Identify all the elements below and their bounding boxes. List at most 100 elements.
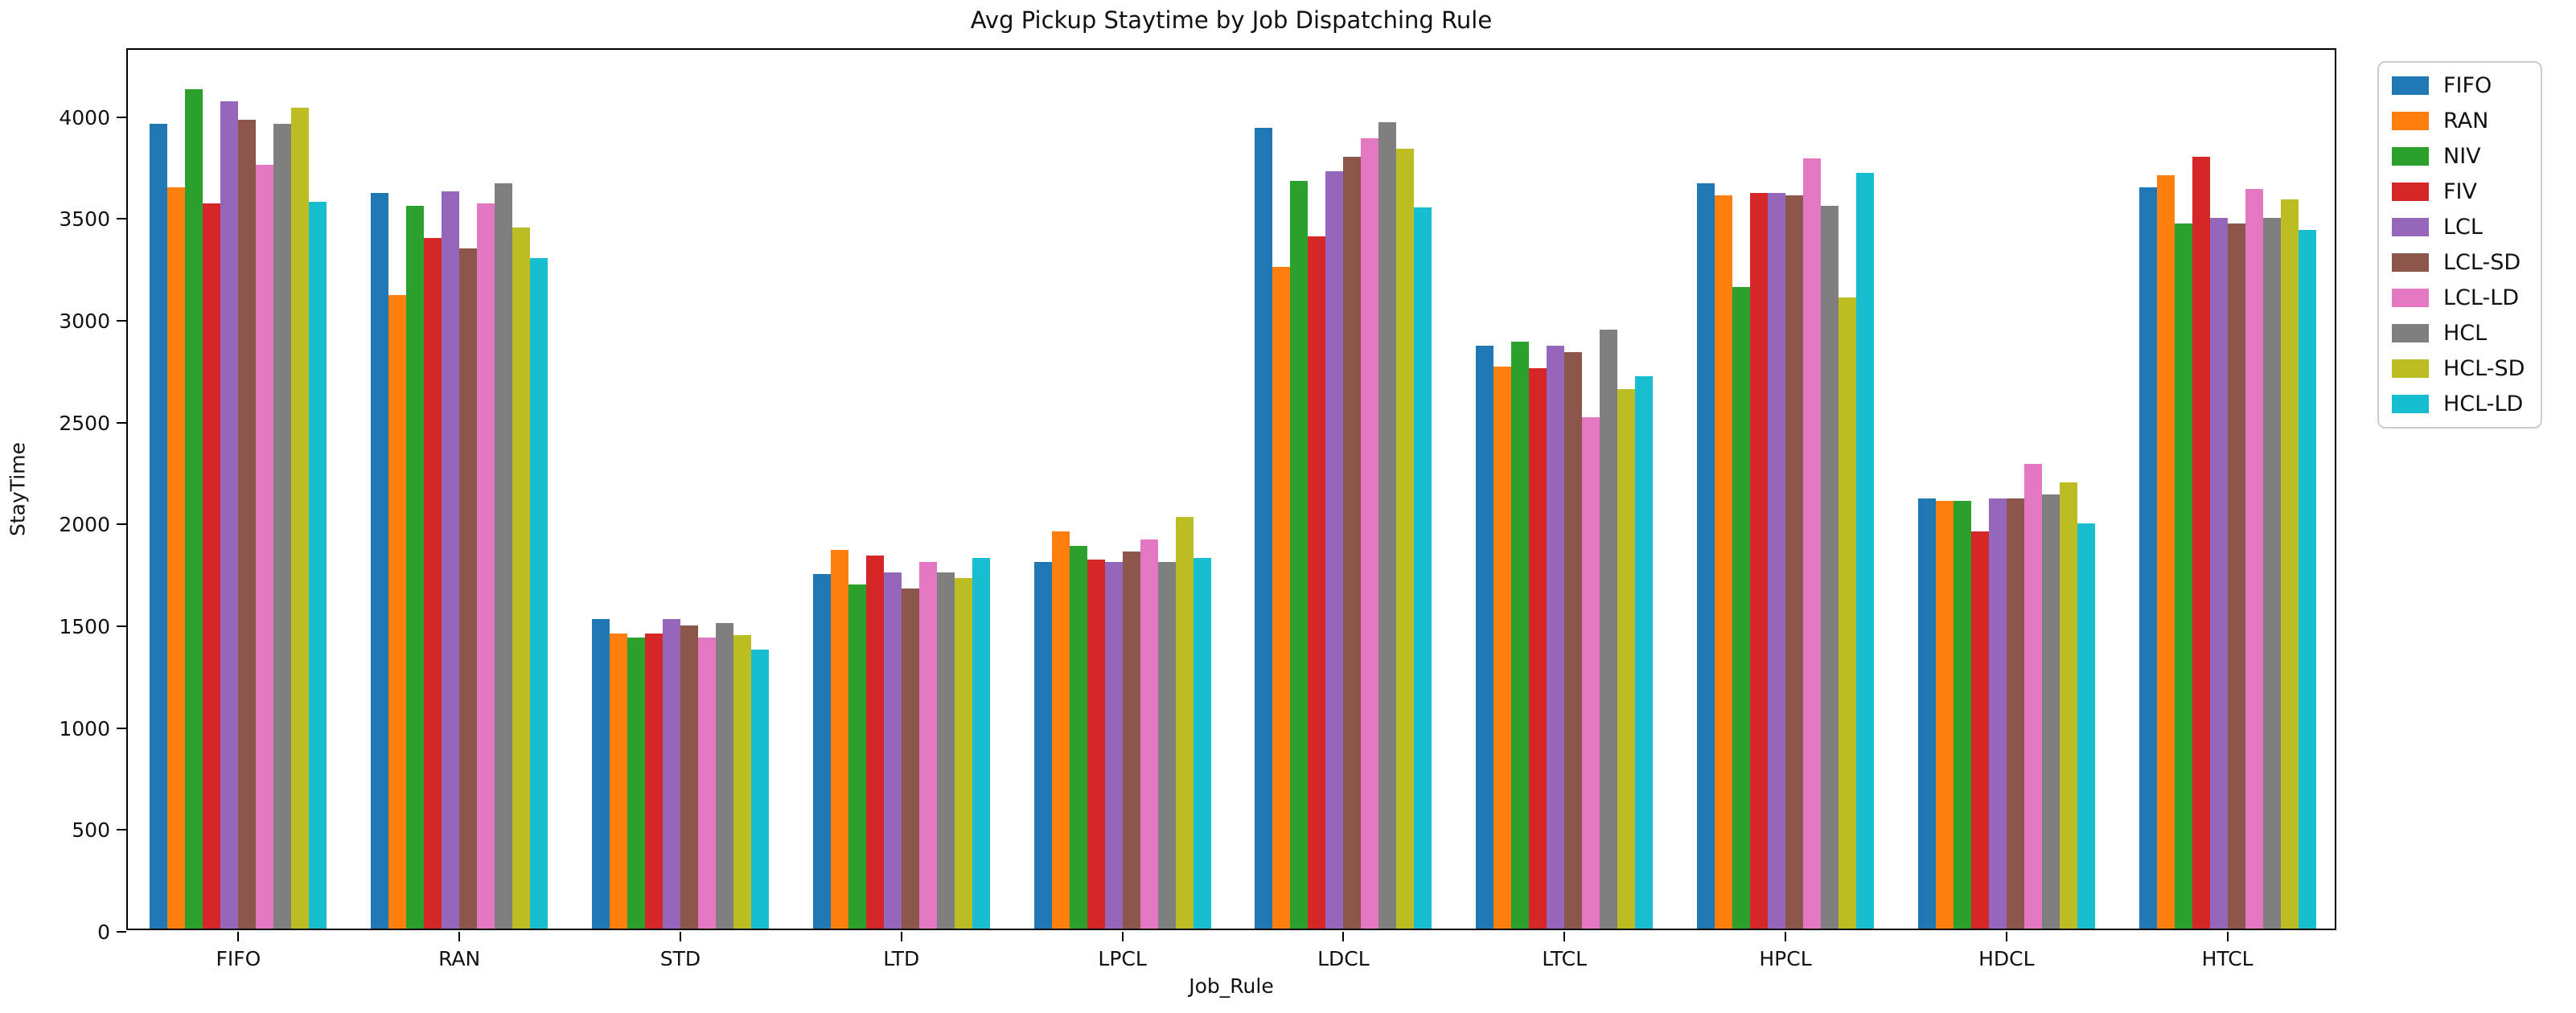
legend-swatch-icon <box>2392 76 2429 95</box>
bar-RAN-HCL-LD <box>530 258 548 929</box>
y-tick-label: 500 <box>72 818 110 843</box>
bar-STD-LCL <box>663 618 680 929</box>
bar-LDCL-FIV <box>1308 236 1326 929</box>
legend-swatch-icon <box>2392 359 2429 378</box>
bar-STD-NIV <box>627 637 646 929</box>
bar-HPCL-LCL-LD <box>1802 158 1821 929</box>
bar-LTCL-HCL-LD <box>1635 376 1654 929</box>
bar-HPCL-LCL <box>1768 193 1785 929</box>
bar-HTCL-FIV <box>2192 156 2210 929</box>
bar-HTCL-HCL <box>2262 217 2281 929</box>
legend-label: LCL-SD <box>2443 250 2521 275</box>
bar-STD-LCL-LD <box>697 637 716 929</box>
bar-HDCL-FIV <box>1970 531 1989 929</box>
legend-swatch-icon <box>2392 395 2429 413</box>
bar-LTCL-HCL <box>1600 330 1618 929</box>
bar-HDCL-HCL-LD <box>2077 523 2095 929</box>
bar-LPCL-LCL-SD <box>1122 552 1140 929</box>
bar-FIFO-HCL <box>273 124 292 929</box>
bar-HDCL-HCL-SD <box>2059 482 2077 929</box>
x-tick-mark <box>237 932 240 941</box>
bar-HDCL-RAN <box>1935 500 1954 929</box>
bar-STD-LCL-SD <box>680 625 698 929</box>
legend: FIFO RAN NIV FIV LCL LCL-SD LCL-LD HCL HCL-SD HCL… <box>2377 61 2543 429</box>
bar-HPCL-HCL-LD <box>1855 173 1874 929</box>
bar-LDCL-NIV <box>1290 181 1309 929</box>
legend-swatch-icon <box>2392 112 2429 130</box>
y-tick-mark <box>117 727 126 729</box>
bar-LTD-LCL-SD <box>901 588 919 929</box>
bar-HPCL-HCL <box>1820 205 1839 929</box>
bar-HDCL-NIV <box>1953 500 1971 929</box>
x-tick-mark <box>680 932 681 941</box>
bar-HPCL-FIV <box>1750 193 1768 929</box>
y-tick-mark <box>117 931 126 933</box>
bar-HTCL-HCL-SD <box>2280 199 2299 929</box>
bar-LDCL-RAN <box>1272 266 1291 929</box>
bar-LPCL-NIV <box>1069 545 1087 929</box>
bar-LPCL-RAN <box>1051 531 1070 929</box>
bar-LTCL-HCL-SD <box>1617 388 1636 929</box>
bar-LPCL-LCL-LD <box>1140 539 1158 929</box>
bar-RAN-NIV <box>406 205 425 929</box>
bar-HTCL-LCL <box>2209 217 2228 929</box>
bar-LTCL-LCL <box>1547 346 1565 929</box>
legend-item-NIV: NIV <box>2392 145 2525 168</box>
bar-HPCL-NIV <box>1732 286 1751 929</box>
bar-HDCL-HCL <box>2041 494 2060 929</box>
x-tick-label: LTD <box>883 947 920 970</box>
x-tick-mark <box>1785 932 1786 941</box>
x-tick-label: LPCL <box>1098 947 1147 970</box>
bar-LPCL-FIFO <box>1033 561 1052 929</box>
bar-FIFO-FIV <box>203 203 221 929</box>
bar-RAN-HCL-SD <box>512 228 531 929</box>
y-tick-label: 2500 <box>59 411 110 435</box>
legend-item-LCL-SD: LCL-SD <box>2392 251 2525 274</box>
bar-LDCL-HCL <box>1378 121 1397 929</box>
bar-RAN-FIV <box>424 238 442 929</box>
y-tick-label: 1000 <box>59 716 110 740</box>
legend-label: HCL-SD <box>2443 356 2525 381</box>
bar-RAN-HCL <box>495 183 513 929</box>
y-tick-label: 0 <box>97 921 110 944</box>
x-axis-label: Job_Rule <box>1189 974 1274 998</box>
legend-label: LCL-LD <box>2443 285 2520 310</box>
legend-swatch-icon <box>2392 324 2429 342</box>
y-tick-mark <box>117 218 126 220</box>
bar-STD-HCL <box>715 622 733 929</box>
legend-item-HCL-SD: HCL-SD <box>2392 357 2525 380</box>
y-tick-mark <box>117 319 126 322</box>
legend-swatch-icon <box>2392 253 2429 272</box>
bar-HDCL-LCL <box>1988 498 2007 929</box>
y-tick-label: 3000 <box>59 309 110 333</box>
bar-LTD-LCL <box>883 572 902 929</box>
bar-RAN-LCL-SD <box>459 248 478 929</box>
bar-HPCL-HCL-SD <box>1838 297 1856 929</box>
bar-STD-FIFO <box>592 618 610 929</box>
legend-label: FIV <box>2443 179 2477 204</box>
bar-FIFO-HCL-LD <box>309 201 327 929</box>
bar-FIFO-LCL <box>220 101 239 929</box>
bar-HTCL-LCL-LD <box>2245 189 2263 929</box>
bar-LDCL-HCL-LD <box>1414 207 1432 929</box>
x-tick-mark <box>1563 932 1566 941</box>
y-tick-mark <box>117 625 126 627</box>
bar-LDCL-LCL <box>1325 170 1344 929</box>
bar-HTCL-FIFO <box>2138 187 2157 929</box>
bar-LPCL-HCL <box>1157 561 1176 929</box>
bar-LTD-RAN <box>830 549 848 929</box>
legend-label: RAN <box>2443 109 2489 133</box>
x-tick-label: RAN <box>438 947 481 970</box>
bar-FIFO-FIFO <box>150 124 168 929</box>
bar-STD-RAN <box>610 633 628 929</box>
chart-title: Avg Pickup Staytime by Job Dispatching R… <box>970 6 1493 34</box>
bar-STD-FIV <box>645 633 663 929</box>
legend-swatch-icon <box>2392 147 2429 166</box>
bar-FIFO-RAN <box>167 187 186 929</box>
bar-LPCL-LCL <box>1104 561 1123 929</box>
legend-label: LCL <box>2443 215 2483 240</box>
bar-LDCL-LCL-SD <box>1343 156 1362 929</box>
bar-RAN-LCL-LD <box>477 203 495 929</box>
bar-LTD-FIV <box>865 556 884 929</box>
bar-LPCL-FIV <box>1087 560 1105 929</box>
